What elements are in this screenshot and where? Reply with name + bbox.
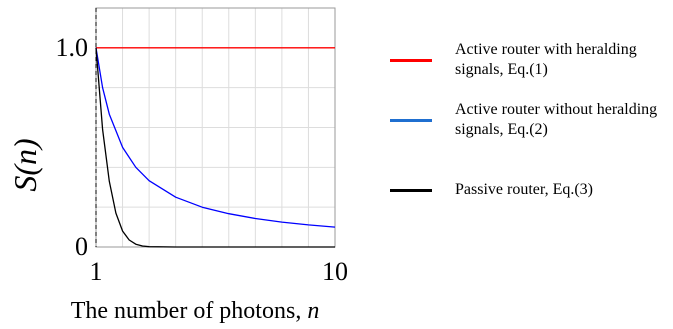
- legend-label: Passive router, Eq.(3): [455, 181, 593, 198]
- legend-swatch-red: [390, 59, 432, 62]
- series-line-3: [95, 47, 335, 248]
- x-axis-label: The number of photons, n: [71, 298, 320, 324]
- y-tick-label: 0: [75, 232, 88, 261]
- series-line-2: [95, 47, 336, 228]
- y-axis-label: S(n): [7, 138, 43, 191]
- grid: [95, 8, 336, 247]
- series-layer: [95, 47, 336, 248]
- legend-swatch-blue: [390, 119, 432, 122]
- y-tick-label: 1.0: [56, 33, 89, 62]
- legend-swatch-black: [390, 189, 432, 192]
- legend-label: Active router without heralding signals,…: [455, 101, 658, 138]
- tick-label-layer: 1 10 0 1.0: [56, 33, 349, 286]
- legend-label: Active router with heralding signals, Eq…: [455, 41, 637, 78]
- x-tick-label: 1: [90, 257, 103, 286]
- x-tick-label: 10: [322, 257, 348, 286]
